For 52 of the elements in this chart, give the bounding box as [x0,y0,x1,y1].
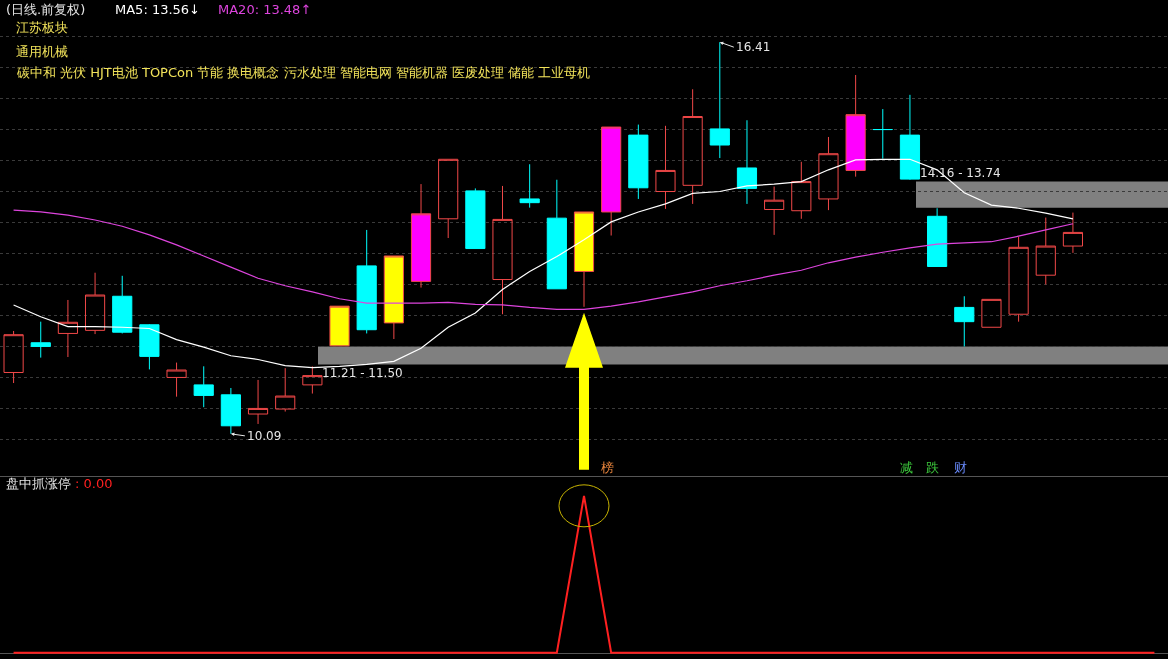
candlestick [57,299,78,358]
candlestick [1062,212,1084,254]
candlestick [247,379,269,425]
candlestick [465,187,486,250]
annotation: 10.09 [247,429,282,443]
candlestick [899,94,921,181]
chart-title: (日线.前复权) [6,2,86,17]
annotation: 榜 [601,460,614,475]
candlestick [519,163,540,209]
candlestick [3,330,24,384]
candlestick [166,362,187,398]
candlestick [438,158,459,239]
candlestick [655,125,676,210]
candlestick [112,275,133,334]
annotation: 16.41 [736,40,771,54]
candlestick [275,367,296,413]
candlestick [682,88,703,205]
candlestick [193,365,214,408]
candlestick [1008,236,1029,323]
candlestick [546,179,567,290]
annotation: 跌 [926,460,939,475]
candlestick [601,126,622,237]
candlestick [872,108,893,160]
candlestick [791,161,812,220]
candlestick [927,207,948,268]
candlestick [818,136,839,211]
candlestick [84,272,106,335]
candlestick [302,365,323,395]
candlestick [492,185,513,315]
candlestick [139,323,160,370]
candlestick [329,305,350,347]
candlestick [410,183,432,289]
candlestick [1035,217,1056,285]
candlestick [383,255,404,340]
annotation: 碳中和 光伏 HJT电池 TOPCon 节能 换电概念 污水处理 智能电网 智能机器 医废处理 储能 工业母机 [16,65,591,80]
candlestick [356,229,377,334]
candlestick [30,321,51,359]
band-label: 11.21 - 11.50 [322,366,403,380]
text: MA20: 13.48↑ [218,2,312,17]
candlestick [628,124,649,200]
annotation: 通用机械 [16,44,68,59]
candlestick [573,211,595,308]
chart-title: 盘中抓涨停 [6,476,71,491]
annotation: 江苏板块 [16,20,68,35]
candlestick [954,295,975,347]
candlestick [736,119,758,205]
candlestick [845,74,866,178]
text: MA5: 13.56↓ [115,2,201,17]
candlestick [764,186,785,236]
text: : 0.00 [75,476,113,491]
annotation: 财 [954,460,967,475]
annotation: 减 [900,460,913,475]
